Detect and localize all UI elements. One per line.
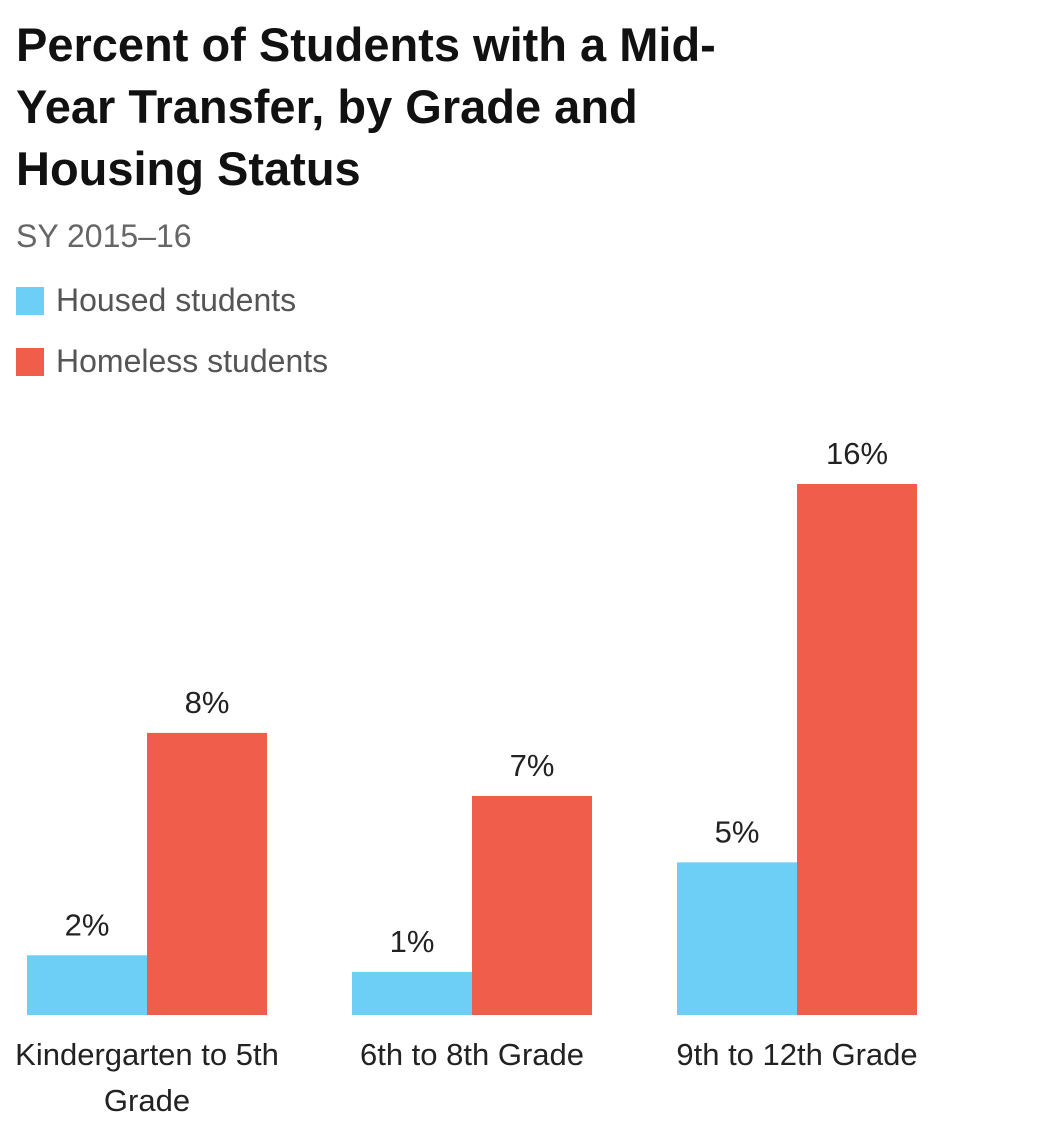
value-label: 2% [65, 907, 110, 942]
bar [797, 484, 917, 1015]
value-label: 16% [826, 436, 888, 471]
x-tick-label: Kindergarten to 5th Grade [15, 1037, 279, 1118]
legend-label: Housed students [56, 282, 297, 318]
chart-title: Percent of Students with a Mid-Year Tran… [16, 18, 716, 195]
value-label: 5% [715, 814, 760, 849]
legend-label: Homeless students [56, 343, 329, 379]
legend-item: Homeless students [16, 343, 328, 380]
bar [677, 862, 797, 1015]
bar [27, 955, 147, 1015]
bar [147, 732, 267, 1015]
x-tick-label: 6th to 8th Grade [359, 1037, 585, 1072]
x-tick-label: 9th to 12th Grade [676, 1037, 918, 1072]
bar [352, 971, 472, 1015]
legend-swatch [16, 286, 44, 315]
legend-swatch [16, 347, 44, 376]
value-label: 7% [510, 748, 555, 783]
chart-subtitle: SY 2015–16 [16, 218, 192, 254]
bar [472, 795, 592, 1015]
value-label: 8% [185, 685, 230, 720]
value-label: 1% [390, 924, 435, 959]
legend-item: Housed students [16, 282, 296, 319]
